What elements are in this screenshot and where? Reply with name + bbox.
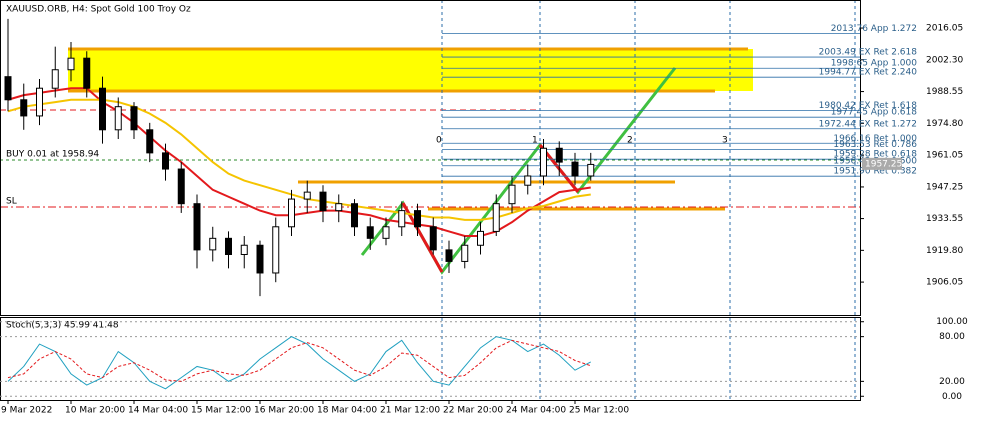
- stoch-line: [7, 336, 591, 390]
- x-tick-label: 24 Mar 04:00: [506, 406, 566, 416]
- candle-body: [540, 147, 547, 177]
- candle-body: [587, 163, 595, 177]
- candle-body: [571, 161, 579, 177]
- fib-label: 1972.44 EX Ret 1.272: [819, 119, 917, 129]
- wave-label: 0: [436, 136, 442, 146]
- candle-body: [414, 210, 421, 228]
- candle-body: [555, 147, 563, 163]
- x-tick-label: 22 Mar 20:00: [443, 406, 503, 416]
- candle-body: [20, 99, 28, 117]
- y-tick-label: 1974.80: [926, 119, 963, 129]
- stoch-line: [7, 339, 591, 382]
- buy-label: BUY 0.01 at 1958.94: [6, 150, 99, 160]
- x-tick-label: 18 Mar 04:00: [317, 406, 377, 416]
- candle-body: [193, 203, 201, 251]
- candle-body: [351, 203, 358, 228]
- candle-body: [366, 226, 374, 239]
- candle-body: [508, 184, 516, 205]
- y-tick-label: 1919.80: [926, 246, 963, 256]
- candle-body: [36, 87, 43, 117]
- y-tick-label: 100.00: [936, 317, 968, 327]
- fib-label: 1959.28 Ret 0.618: [833, 150, 917, 160]
- supply-zone: [68, 49, 753, 91]
- y-tick-label: 2016.05: [926, 24, 963, 34]
- y-tick-label: 2002.30: [926, 55, 963, 65]
- wave-label: 3: [722, 136, 728, 146]
- y-tick-label: 0.00: [942, 392, 962, 402]
- candle-body: [256, 244, 264, 274]
- candle-body: [382, 226, 390, 239]
- x-tick-label: 14 Mar 04:00: [128, 406, 188, 416]
- y-tick-label: 1961.05: [926, 151, 963, 161]
- fib-label: 1951.90 Ret 0.382: [833, 167, 917, 177]
- x-tick-label: 25 Mar 12:00: [569, 406, 629, 416]
- fib-label: 1963.53 Ret 0.786: [833, 140, 917, 150]
- candle-body: [99, 87, 106, 131]
- main-frame: [0, 0, 861, 316]
- candle-body: [130, 106, 138, 131]
- x-tick-label: 9 Mar 2022: [1, 406, 52, 416]
- y-tick-label: 20.00: [939, 377, 965, 387]
- sl-label: SL: [6, 197, 17, 207]
- fib-label: 2013.76 App 1.272: [831, 24, 917, 34]
- y-tick-label: 1988.55: [926, 87, 963, 97]
- y-tick-label: 1933.55: [926, 214, 963, 224]
- candle-body: [461, 244, 469, 262]
- candle-body: [51, 69, 59, 89]
- candle-body: [477, 230, 484, 246]
- candle-body: [240, 244, 248, 255]
- wave-label: 2: [627, 136, 633, 146]
- y-tick-label: 1906.05: [926, 278, 963, 288]
- x-tick-label: 10 Mar 20:00: [65, 406, 125, 416]
- candle-body: [146, 129, 154, 154]
- wave-label: 1: [532, 136, 538, 146]
- candle-body: [114, 106, 122, 131]
- stoch-title: Stoch(5,3,3) 45.99 41.48: [6, 321, 119, 331]
- fib-label: 1998.65 App 1.000: [831, 59, 918, 69]
- price-tag: [862, 157, 902, 170]
- x-tick-label: 21 Mar 12:00: [380, 406, 440, 416]
- stoch-frame: [0, 317, 861, 401]
- candle-body: [225, 237, 232, 255]
- fib-label: 1977.45 App 0.618: [831, 108, 918, 118]
- candle-body: [83, 57, 91, 89]
- candle-body: [177, 168, 185, 205]
- candle-body: [67, 57, 75, 71]
- candle-body: [429, 226, 437, 251]
- time-zones: [441, 0, 856, 400]
- candle-body: [272, 226, 280, 274]
- candle-body: [492, 203, 500, 232]
- chart-title: XAUUSD.ORB, H4: Spot Gold 100 Troy Oz: [6, 5, 191, 15]
- fib-label: 2003.49 EX Ret 2.618: [819, 48, 918, 58]
- candle-body: [162, 152, 169, 170]
- price-tag-label: 1957.25: [865, 159, 902, 169]
- y-tick-label: 1947.25: [926, 182, 963, 192]
- candle-body: [288, 198, 295, 228]
- candle-body: [445, 249, 453, 262]
- fib-label: 1994.77 EX Ret 2.240: [819, 68, 918, 78]
- x-tick-label: 15 Mar 12:00: [191, 406, 251, 416]
- candle-body: [209, 237, 217, 251]
- candle-body: [398, 210, 406, 228]
- candle-body: [4, 76, 12, 101]
- candle-body: [303, 191, 311, 200]
- fib-label: 1980.42 EX Ret 1.618: [819, 101, 918, 111]
- candle-body: [319, 191, 327, 212]
- candle-body: [524, 175, 532, 186]
- fib-label: 1966.16 Ret 1.000: [833, 134, 917, 144]
- x-tick-label: 16 Mar 20:00: [254, 406, 314, 416]
- y-tick-label: 80.00: [939, 332, 965, 342]
- candle-body: [335, 203, 343, 212]
